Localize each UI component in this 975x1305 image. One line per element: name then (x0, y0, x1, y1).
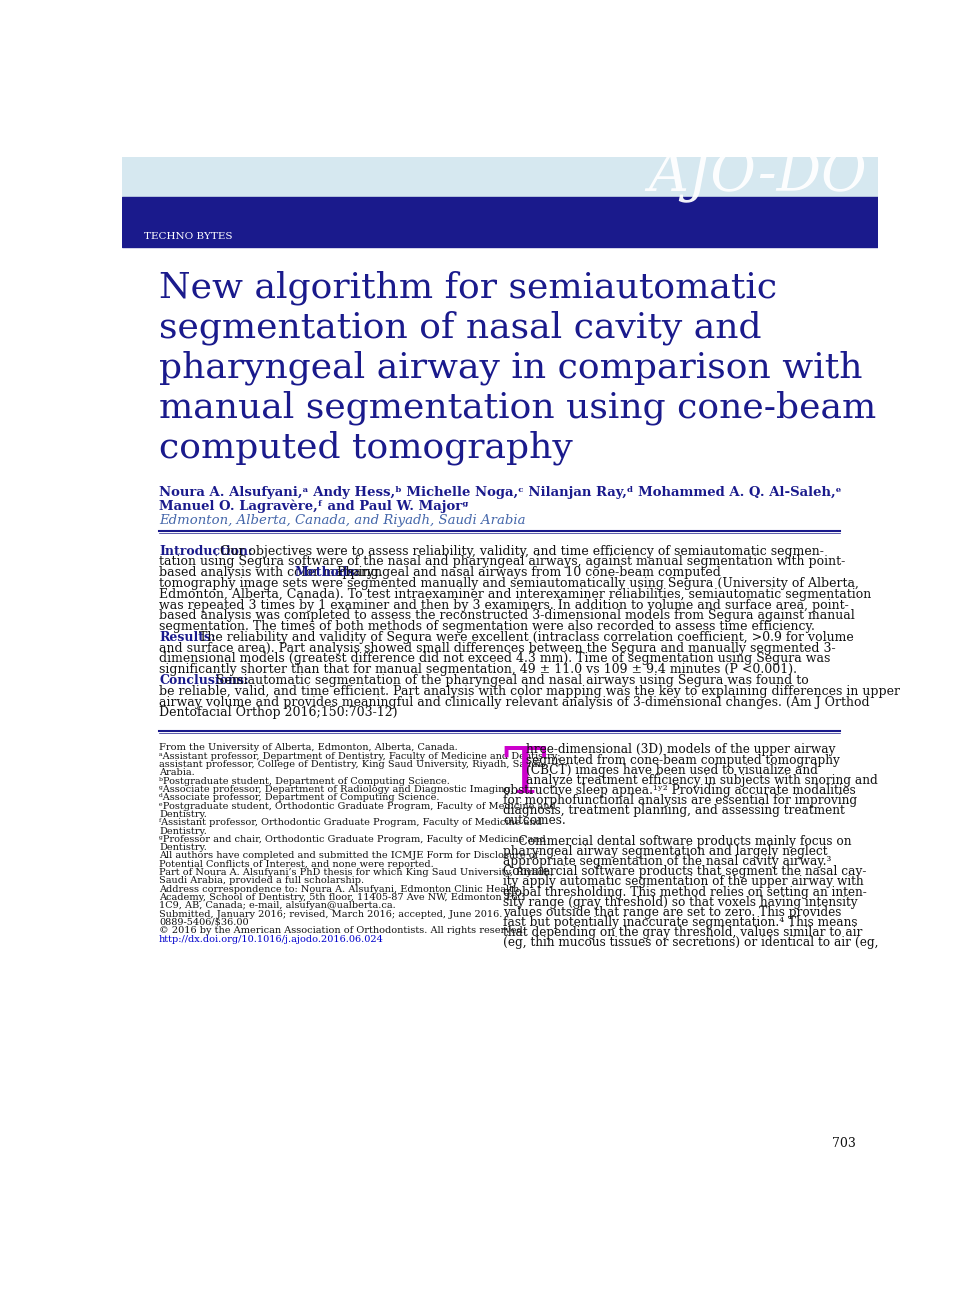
Text: global thresholding. This method relies on setting an inten-: global thresholding. This method relies … (503, 886, 867, 899)
Text: http://dx.doi.org/10.1016/j.ajodo.2016.06.024: http://dx.doi.org/10.1016/j.ajodo.2016.0… (159, 934, 384, 944)
Text: Conclusions:: Conclusions: (159, 675, 249, 686)
Text: ᵃAssistant professor, Department of Dentistry, Faculty of Medicine and Dentistry: ᵃAssistant professor, Department of Dent… (159, 752, 561, 761)
Text: fast but potentially inaccurate segmentation.⁴ This means: fast but potentially inaccurate segmenta… (503, 916, 858, 929)
Text: obstructive sleep apnea.¹ʸ² Providing accurate modalities: obstructive sleep apnea.¹ʸ² Providing ac… (503, 784, 856, 797)
Text: Edmonton, Alberta, Canada). To test intraexaminer and interexaminer reliabilitie: Edmonton, Alberta, Canada). To test intr… (159, 587, 872, 600)
Text: (CBCT) images have been used to visualize and: (CBCT) images have been used to visualiz… (526, 763, 818, 776)
Text: Edmonton, Alberta, Canada, and Riyadh, Saudi Arabia: Edmonton, Alberta, Canada, and Riyadh, S… (159, 514, 526, 527)
Text: (eg, thin mucous tissues or secretions) or identical to air (eg,: (eg, thin mucous tissues or secretions) … (503, 937, 878, 950)
Text: and surface area). Part analysis showed small differences between the Segura and: and surface area). Part analysis showed … (159, 642, 836, 655)
Text: tation using Segura software of the nasal and pharyngeal airways, against manual: tation using Segura software of the nasa… (159, 556, 845, 569)
Text: Dentistry.: Dentistry. (159, 843, 207, 852)
Text: Methods:: Methods: (294, 566, 360, 579)
Text: Commercial software products that segment the nasal cav-: Commercial software products that segmen… (503, 865, 867, 878)
Text: manual segmentation using cone-beam: manual segmentation using cone-beam (159, 390, 877, 425)
Text: was repeated 3 times by 1 examiner and then by 3 examiners. In addition to volum: was repeated 3 times by 1 examiner and t… (159, 599, 849, 612)
Text: ᶠAssistant professor, Orthodontic Graduate Program, Faculty of Medicine and: ᶠAssistant professor, Orthodontic Gradua… (159, 818, 542, 827)
Text: Dentofacial Orthop 2016;150:703-12): Dentofacial Orthop 2016;150:703-12) (159, 706, 398, 719)
Text: New algorithm for semiautomatic: New algorithm for semiautomatic (159, 270, 777, 305)
Text: Noura A. Alsufyani,ᵃ Andy Hess,ᵇ Michelle Noga,ᶜ Nilanjan Ray,ᵈ Mohammed A. Q. A: Noura A. Alsufyani,ᵃ Andy Hess,ᵇ Michell… (159, 487, 841, 499)
Text: pharyngeal airway segmentation and largely neglect: pharyngeal airway segmentation and large… (503, 844, 828, 857)
Text: analyze treatment efficiency in subjects with snoring and: analyze treatment efficiency in subjects… (526, 774, 878, 787)
Text: airway volume and provides meaningful and clinically relevant analysis of 3-dime: airway volume and provides meaningful an… (159, 696, 870, 709)
Text: ᵇPostgraduate student, Department of Computing Science.: ᵇPostgraduate student, Department of Com… (159, 776, 449, 786)
Text: that depending on the gray threshold, values similar to air: that depending on the gray threshold, va… (503, 927, 863, 940)
Text: © 2016 by the American Association of Orthodontists. All rights reserved.: © 2016 by the American Association of Or… (159, 927, 526, 936)
Text: ᵍProfessor and chair, Orthodontic Graduate Program, Faculty of Medicine and: ᵍProfessor and chair, Orthodontic Gradua… (159, 835, 546, 844)
Text: significantly shorter than that for manual segmentation, 49 ± 11.0 vs 109 ± 9.4 : significantly shorter than that for manu… (159, 663, 798, 676)
Text: Pharyngeal and nasal airways from 10 cone-beam computed: Pharyngeal and nasal airways from 10 con… (333, 566, 722, 579)
Text: Saudi Arabia, provided a full scholarship.: Saudi Arabia, provided a full scholarshi… (159, 877, 365, 885)
Text: Manuel O. Lagravère,ᶠ and Paul W. Majorᵍ: Manuel O. Lagravère,ᶠ and Paul W. Majorᵍ (159, 500, 469, 513)
Text: Dentistry.: Dentistry. (159, 810, 207, 818)
Text: 0889-5406/$36.00: 0889-5406/$36.00 (159, 917, 249, 927)
Text: be reliable, valid, and time efficient. Part analysis with color mapping was the: be reliable, valid, and time efficient. … (159, 685, 900, 698)
Text: From the University of Alberta, Edmonton, Alberta, Canada.: From the University of Alberta, Edmonton… (159, 744, 458, 753)
Text: dimensional models (greatest difference did not exceed 4.3 mm). Time of segmenta: dimensional models (greatest difference … (159, 652, 831, 666)
Bar (122, 157, 878, 211)
Text: Arabia.: Arabia. (159, 769, 195, 778)
Text: Semiautomatic segmentation of the pharyngeal and nasal airways using Segura was : Semiautomatic segmentation of the pharyn… (212, 675, 808, 686)
Text: Dentistry.: Dentistry. (159, 826, 207, 835)
Text: based analysis was completed to assess the reconstructed 3-dimensional models fr: based analysis was completed to assess t… (159, 609, 855, 622)
Text: Potential Conflicts of Interest, and none were reported.: Potential Conflicts of Interest, and non… (159, 860, 434, 869)
Text: 703: 703 (832, 1137, 856, 1150)
Text: sity range (gray threshold) so that voxels having intensity: sity range (gray threshold) so that voxe… (503, 895, 858, 908)
Text: T: T (503, 745, 546, 806)
Text: ᵉPostgraduate student, Orthodontic Graduate Program, Faculty of Medicine and: ᵉPostgraduate student, Orthodontic Gradu… (159, 801, 556, 810)
Text: Academy, School of Dentistry, 5th floor, 11405-87 Ave NW, Edmonton T6G: Academy, School of Dentistry, 5th floor,… (159, 893, 526, 902)
Text: computed tomography: computed tomography (159, 431, 573, 465)
Text: Our objectives were to assess reliability, validity, and time efficiency of semi: Our objectives were to assess reliabilit… (216, 544, 824, 557)
Text: ᶢAssociate professor, Department of Radiology and Diagnostic Imaging.: ᶢAssociate professor, Department of Radi… (159, 784, 514, 793)
Text: All authors have completed and submitted the ICMJE Form for Disclosure of: All authors have completed and submitted… (159, 851, 538, 860)
Text: based analysis with color mapping.: based analysis with color mapping. (159, 566, 387, 579)
Text: values outside that range are set to zero. This provides: values outside that range are set to zer… (503, 906, 841, 919)
Text: assistant professor, College of Dentistry, King Saud University, Riyadh, Saudi: assistant professor, College of Dentistr… (159, 760, 541, 769)
Text: ᵈAssociate professor, Department of Computing Science.: ᵈAssociate professor, Department of Comp… (159, 793, 440, 803)
Text: Results:: Results: (159, 630, 215, 643)
Text: segmentation of nasal cavity and: segmentation of nasal cavity and (159, 311, 761, 345)
Text: appropriate segmentation of the nasal cavity airway.³: appropriate segmentation of the nasal ca… (503, 855, 832, 868)
Text: 1C9, AB, Canada; e-mail, alsufyan@ualberta.ca.: 1C9, AB, Canada; e-mail, alsufyan@ualber… (159, 902, 396, 911)
Text: The reliability and validity of Segura were excellent (intraclass correlation co: The reliability and validity of Segura w… (195, 630, 853, 643)
Text: Commercial dental software products mainly focus on: Commercial dental software products main… (503, 835, 852, 848)
Text: Address correspondence to: Noura A. Alsufyani, Edmonton Clinic Health: Address correspondence to: Noura A. Alsu… (159, 885, 520, 894)
Bar (122, 197, 878, 248)
Text: AJO-DO: AJO-DO (648, 147, 867, 202)
Text: segmentation. The times of both methods of segmentation were also recorded to as: segmentation. The times of both methods … (159, 620, 815, 633)
Text: ity apply automatic segmentation of the upper airway with: ity apply automatic segmentation of the … (503, 876, 864, 889)
Text: for morphofunctional analysis are essential for improving: for morphofunctional analysis are essent… (503, 795, 857, 808)
Text: segmented from cone-beam computed tomography: segmented from cone-beam computed tomogr… (526, 753, 840, 766)
Text: pharyngeal airway in comparison with: pharyngeal airway in comparison with (159, 351, 863, 385)
Text: Submitted, January 2016; revised, March 2016; accepted, June 2016.: Submitted, January 2016; revised, March … (159, 910, 502, 919)
Text: Part of Noura A. Alsufyani’s PhD thesis for which King Saud University, Riyadh,: Part of Noura A. Alsufyani’s PhD thesis … (159, 868, 554, 877)
Text: Introduction:: Introduction: (159, 544, 253, 557)
Text: TECHNO BYTES: TECHNO BYTES (143, 232, 232, 241)
Text: outcomes.: outcomes. (503, 814, 566, 827)
Text: diagnosis, treatment planning, and assessing treatment: diagnosis, treatment planning, and asses… (503, 804, 845, 817)
Text: hree-dimensional (3D) models of the upper airway: hree-dimensional (3D) models of the uppe… (526, 744, 836, 757)
Text: tomography image sets were segmented manually and semiautomatically using Segura: tomography image sets were segmented man… (159, 577, 859, 590)
